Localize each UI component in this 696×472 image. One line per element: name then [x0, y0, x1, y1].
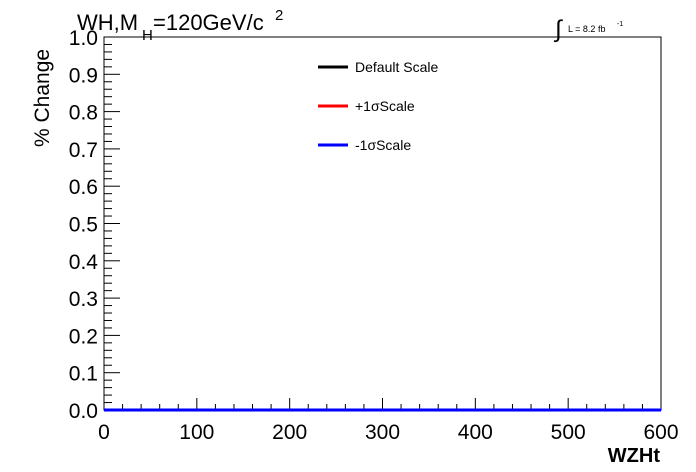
y-tick-label: 0.7 — [69, 139, 98, 162]
y-tick-label: 0.9 — [69, 64, 98, 87]
chart-title-rest: =120GeV/c — [153, 10, 264, 35]
x-tick-label: 500 — [551, 421, 586, 444]
chart-title-main: WH,M — [77, 10, 138, 35]
y-axis-label: % Change — [31, 49, 54, 147]
lumi-superscript: -1 — [617, 21, 623, 28]
y-tick-label: 0.2 — [69, 325, 98, 348]
y-tick-label: 0.3 — [69, 288, 98, 311]
x-tick-label: 300 — [365, 421, 400, 444]
x-tick-label: 100 — [179, 421, 214, 444]
y-tick-label: 0.0 — [69, 400, 98, 423]
chart-title-subscript: H — [142, 27, 153, 44]
legend-label: +1σScale — [355, 98, 415, 114]
y-tick-label: 0.5 — [69, 214, 98, 237]
y-tick-label: 0.1 — [69, 363, 98, 386]
integral-symbol: ∫ — [553, 16, 563, 43]
axes: 0.0 0.1 0.2 0.3 0.4 0.5 0.6 0.7 0.8 0.9 1.0 0 100 200… — [69, 27, 679, 444]
lumi-label: L = 8.2 fb — [568, 24, 605, 34]
x-tick-label: 600 — [643, 421, 678, 444]
chart-title-superscript: 2 — [275, 7, 283, 24]
y-tick-label: 0.8 — [69, 102, 98, 125]
legend-label: -1σScale — [355, 137, 411, 153]
y-tick-label: 0.4 — [69, 251, 99, 274]
x-axis-label: WZHt — [608, 445, 661, 467]
plot-frame — [103, 36, 662, 411]
y-tick-label: 1.0 — [69, 27, 98, 50]
x-tick-label: 0 — [98, 421, 110, 444]
x-tick-label: 200 — [272, 421, 307, 444]
y-tick-label: 0.6 — [69, 176, 98, 199]
legend: Default Scale +1σScale -1σScale — [318, 59, 438, 153]
x-tick-label: 400 — [458, 421, 493, 444]
legend-label: Default Scale — [355, 59, 438, 75]
